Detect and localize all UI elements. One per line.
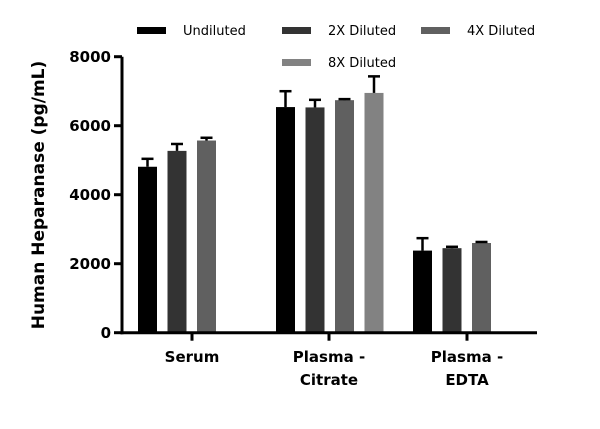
x-category-label: EDTA <box>445 371 489 389</box>
bar-2x-diluted <box>167 150 187 333</box>
bar-undiluted <box>413 250 432 333</box>
y-tick-label: 0 <box>101 324 111 342</box>
legend-item: Undiluted <box>137 24 246 39</box>
legend-label: 2X Diluted <box>328 24 396 39</box>
legend-item: 4X Diluted <box>421 24 535 39</box>
bar-2x-diluted <box>442 248 462 333</box>
y-tick-label: 8000 <box>69 48 111 66</box>
x-category-label: Plasma - <box>293 348 365 366</box>
legend-item: 8X Diluted <box>282 56 396 71</box>
bar-undiluted <box>276 107 295 333</box>
bars <box>138 75 491 333</box>
legend: Undiluted 2X Diluted 4X Diluted 8X Diluted <box>137 24 535 71</box>
y-tick-label: 4000 <box>69 186 111 204</box>
bar-4x-diluted <box>197 140 216 333</box>
bar-undiluted <box>138 166 157 333</box>
y-tick-label: 2000 <box>69 255 111 273</box>
legend-label: Undiluted <box>183 24 246 39</box>
legend-swatch <box>282 59 311 66</box>
legend-label: 8X Diluted <box>328 56 396 71</box>
bar-4x-diluted <box>335 100 354 333</box>
legend-swatch <box>137 27 166 34</box>
bar-8x-diluted <box>364 92 384 333</box>
axes: 0 2000 4000 6000 8000 Serum Plasma - Citrate Pla… <box>69 48 537 389</box>
y-tick-label: 6000 <box>69 117 111 135</box>
x-category-label: Plasma - <box>431 348 503 366</box>
legend-item: 2X Diluted <box>282 24 396 39</box>
x-category-label: Citrate <box>300 371 358 389</box>
legend-swatch <box>282 27 311 34</box>
y-axis-label: Human Heparanase (pg/mL) <box>29 61 49 330</box>
legend-swatch <box>421 27 450 34</box>
x-category-label: Serum <box>165 348 220 366</box>
bar-2x-diluted <box>305 107 325 333</box>
bar-4x-diluted <box>472 243 491 333</box>
legend-label: 4X Diluted <box>467 24 535 39</box>
